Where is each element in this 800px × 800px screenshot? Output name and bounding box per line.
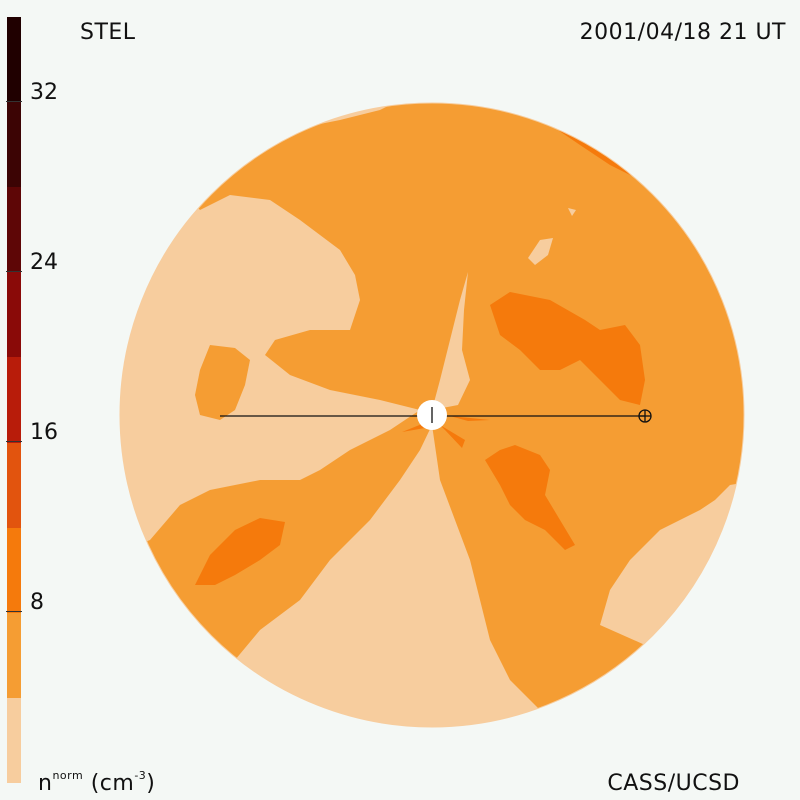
low-density-streak [432, 272, 470, 410]
high-density-region-east [485, 445, 575, 550]
colorbar-tick [6, 271, 22, 272]
colorbar-tick-label: 32 [30, 80, 58, 105]
colorbar-tick [6, 441, 22, 442]
colorbar-tick-label: 16 [30, 420, 58, 445]
low-density-sliver [452, 525, 457, 545]
high-density-region-southwest [195, 518, 285, 585]
timestamp-label: 2001/04/18 21 UT [579, 20, 786, 45]
colorbar-segment [7, 272, 21, 358]
low-density-region-south [232, 425, 540, 727]
high-density-region-northeast [490, 292, 645, 405]
colorbar-tick-label: 8 [30, 590, 44, 615]
low-density-patch-north-small [568, 208, 576, 216]
colorbar-segment [7, 612, 21, 698]
earth-icon [638, 409, 652, 423]
colorbar-segment [7, 187, 21, 273]
colorbar-segment [7, 17, 21, 103]
color-scale-bar [7, 17, 21, 783]
colorbar-segment [7, 102, 21, 188]
low-density-patch-north [528, 238, 553, 265]
units-label: nnorm (cm-3) [38, 768, 156, 796]
colorbar-segment [7, 527, 21, 613]
colorbar-segment [7, 357, 21, 443]
colorbar-segment [7, 442, 21, 528]
colorbar-tick-label: 24 [30, 250, 58, 275]
observatory-label: STEL [80, 20, 136, 45]
credit-label: CASS/UCSD [607, 771, 740, 796]
colorbar-tick [6, 611, 22, 612]
colorbar-segment [7, 697, 21, 783]
map-disk-edge [119, 102, 745, 728]
medium-density-patch-west [195, 345, 250, 420]
colorbar-tick [6, 101, 22, 102]
